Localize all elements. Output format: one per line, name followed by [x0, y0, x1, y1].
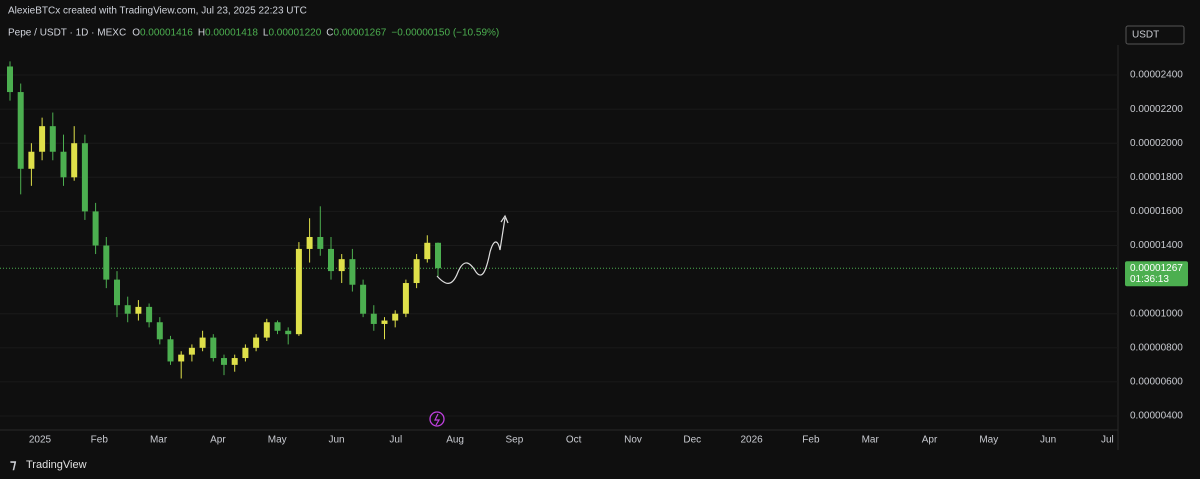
- candle-body: [392, 313, 399, 321]
- ohlc-legend: Pepe / USDT · 1D · MEXC O 0.00001416 H 0.00…: [8, 28, 499, 39]
- candle-body: [167, 339, 174, 362]
- candle-body: [114, 279, 120, 306]
- candle-body: [135, 306, 142, 314]
- y-tick-label: 0.00001600: [1130, 206, 1183, 217]
- candle-body: [253, 337, 260, 348]
- candle-body: [242, 347, 249, 359]
- x-tick-label: Feb: [91, 435, 109, 446]
- candle-body: [349, 259, 356, 285]
- candle-body: [81, 143, 88, 212]
- legend-value: 0.00001416: [140, 28, 193, 39]
- legend-key: L: [263, 28, 269, 39]
- candle-body: [317, 236, 324, 249]
- currency-box[interactable]: [1125, 25, 1185, 45]
- x-tick-label: Jun: [328, 435, 344, 446]
- candle-body: [156, 322, 163, 340]
- x-tick-label: May: [268, 435, 287, 446]
- x-tick-label: May: [979, 435, 998, 446]
- candle-body: [231, 358, 238, 365]
- y-tick-label: 0.00001400: [1130, 240, 1183, 251]
- x-tick-label: Nov: [624, 435, 642, 446]
- x-tick-label: Jul: [1101, 435, 1114, 446]
- candle-body: [7, 66, 13, 93]
- legend-key: C: [326, 28, 333, 39]
- y-tick-label: 0.00000600: [1130, 377, 1183, 388]
- y-tick-label: 0.00001000: [1130, 308, 1183, 319]
- candle-body: [413, 259, 420, 284]
- x-tick-label: Feb: [802, 435, 820, 446]
- x-tick-label: Oct: [566, 435, 582, 446]
- candle-body: [92, 211, 99, 246]
- y-tick-label: 0.00002000: [1130, 138, 1183, 149]
- candle-body: [28, 151, 35, 169]
- last-price-box: [1125, 261, 1188, 287]
- countdown: 01:36:13: [1130, 274, 1169, 285]
- y-tick-label: 0.00002200: [1130, 104, 1183, 115]
- brand: TradingView: [26, 459, 87, 471]
- candle-body: [328, 248, 334, 272]
- candle-body: [360, 284, 367, 314]
- candle-body: [285, 330, 292, 335]
- x-tick-label: Jun: [1040, 435, 1056, 446]
- candle-body: [338, 259, 345, 272]
- x-tick-label: Dec: [683, 435, 701, 446]
- x-tick-label: Apr: [922, 435, 938, 446]
- event-icon[interactable]: [429, 411, 445, 427]
- plot: [0, 61, 1118, 417]
- x-tick-label: Sep: [506, 435, 524, 446]
- legend-change: −0.00000150 (−10.59%): [391, 28, 499, 39]
- candle-body: [146, 306, 153, 323]
- y-tick-label: 0.00000400: [1130, 411, 1183, 422]
- y-tick-label: 0.00000800: [1130, 342, 1183, 353]
- candle-body: [221, 358, 227, 365]
- candle-body: [103, 245, 110, 280]
- candle-body: [49, 126, 56, 152]
- candle-body: [210, 337, 217, 359]
- y-tick-label: 0.00001800: [1130, 172, 1183, 183]
- candle-body: [306, 236, 313, 249]
- legend-key: H: [198, 28, 205, 39]
- candle-body: [178, 354, 185, 362]
- candle-body: [39, 126, 46, 152]
- credit: AlexieBTCx created with TradingView.com,…: [8, 6, 307, 17]
- candle-body: [370, 313, 377, 324]
- symbol: Pepe / USDT · 1D · MEXC: [8, 28, 126, 39]
- x-tick-label: Jul: [389, 435, 402, 446]
- x-tick-label: 2026: [740, 435, 763, 446]
- candle-body: [295, 248, 302, 335]
- x-tick-label: Aug: [446, 435, 464, 446]
- legend-value: 0.00001267: [334, 28, 387, 39]
- y-tick-label: 0.00002400: [1130, 70, 1183, 81]
- projection-arrowhead: [500, 214, 509, 224]
- x-tick-label: Mar: [150, 435, 168, 446]
- legend-value: 0.00001220: [268, 28, 321, 39]
- last-price-label: 0.00001267: [1130, 263, 1183, 274]
- legend-value: 0.00001418: [205, 28, 258, 39]
- candle-body: [435, 242, 441, 269]
- candle-body: [402, 283, 409, 314]
- projection-curve: [436, 217, 506, 284]
- candle-body: [381, 320, 388, 324]
- candle-body: [274, 322, 281, 331]
- candle-body: [60, 151, 67, 178]
- x-tick-label: Mar: [862, 435, 880, 446]
- candle-body: [263, 322, 270, 338]
- x-tick-label: Apr: [210, 435, 226, 446]
- candle-body: [424, 242, 431, 260]
- x-tick-label: 2025: [29, 435, 52, 446]
- currency[interactable]: USDT: [1132, 30, 1159, 41]
- legend-key: O: [132, 28, 140, 39]
- logo: ⁊: [10, 456, 17, 471]
- event-bolt: [434, 413, 441, 426]
- candle-body: [188, 347, 195, 355]
- candle-body: [199, 337, 206, 348]
- candle-body: [71, 143, 78, 178]
- candle-body: [124, 305, 131, 314]
- candle-body: [17, 92, 24, 169]
